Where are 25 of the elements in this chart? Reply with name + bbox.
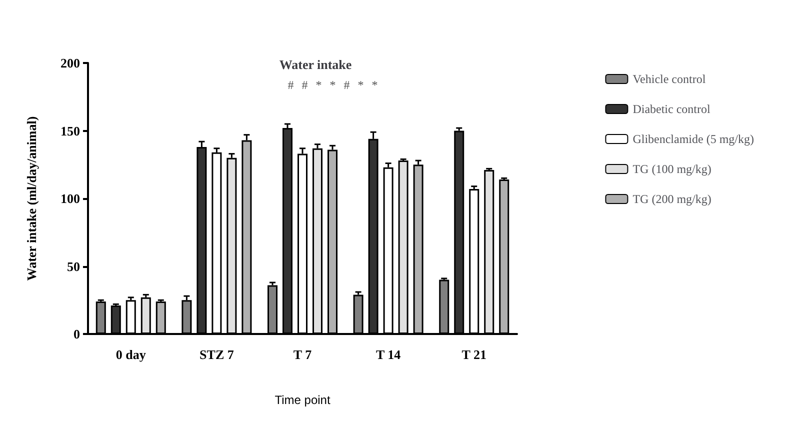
x-axis-title: Time point	[274, 393, 331, 407]
y-tick-label: 100	[60, 191, 80, 206]
legend-label: Diabetic control	[632, 102, 711, 116]
legend-label: Glibenclamide (5 mg/kg)	[632, 132, 754, 146]
annotation: *	[330, 78, 336, 92]
x-tick-label: T 21	[462, 347, 486, 362]
y-tick-label: 200	[60, 56, 80, 70]
y-tick-label: 150	[60, 123, 80, 138]
annotation: #	[344, 78, 350, 92]
x-tick-label: 0 day	[116, 347, 146, 362]
annotation: *	[316, 78, 322, 92]
x-tick-label: T 7	[293, 347, 312, 362]
annotation: #	[288, 78, 294, 92]
x-tick-label: STZ 7	[200, 347, 234, 362]
annotation: *	[358, 78, 364, 92]
y-axis-title: Water intake (ml/day/animal)	[24, 116, 39, 281]
legend-label: TG (100 mg/kg)	[632, 162, 712, 176]
annotation: *	[372, 78, 378, 92]
y-tick-label: 0	[74, 326, 80, 342]
legend-label: TG (200 mg/kg)	[632, 192, 712, 206]
legend-label: Vehicle control	[632, 72, 706, 86]
annotation: #	[302, 78, 308, 92]
x-tick-label: T 14	[376, 347, 402, 362]
chart-title: Water intake	[279, 57, 352, 72]
y-tick-label: 50	[67, 258, 80, 274]
